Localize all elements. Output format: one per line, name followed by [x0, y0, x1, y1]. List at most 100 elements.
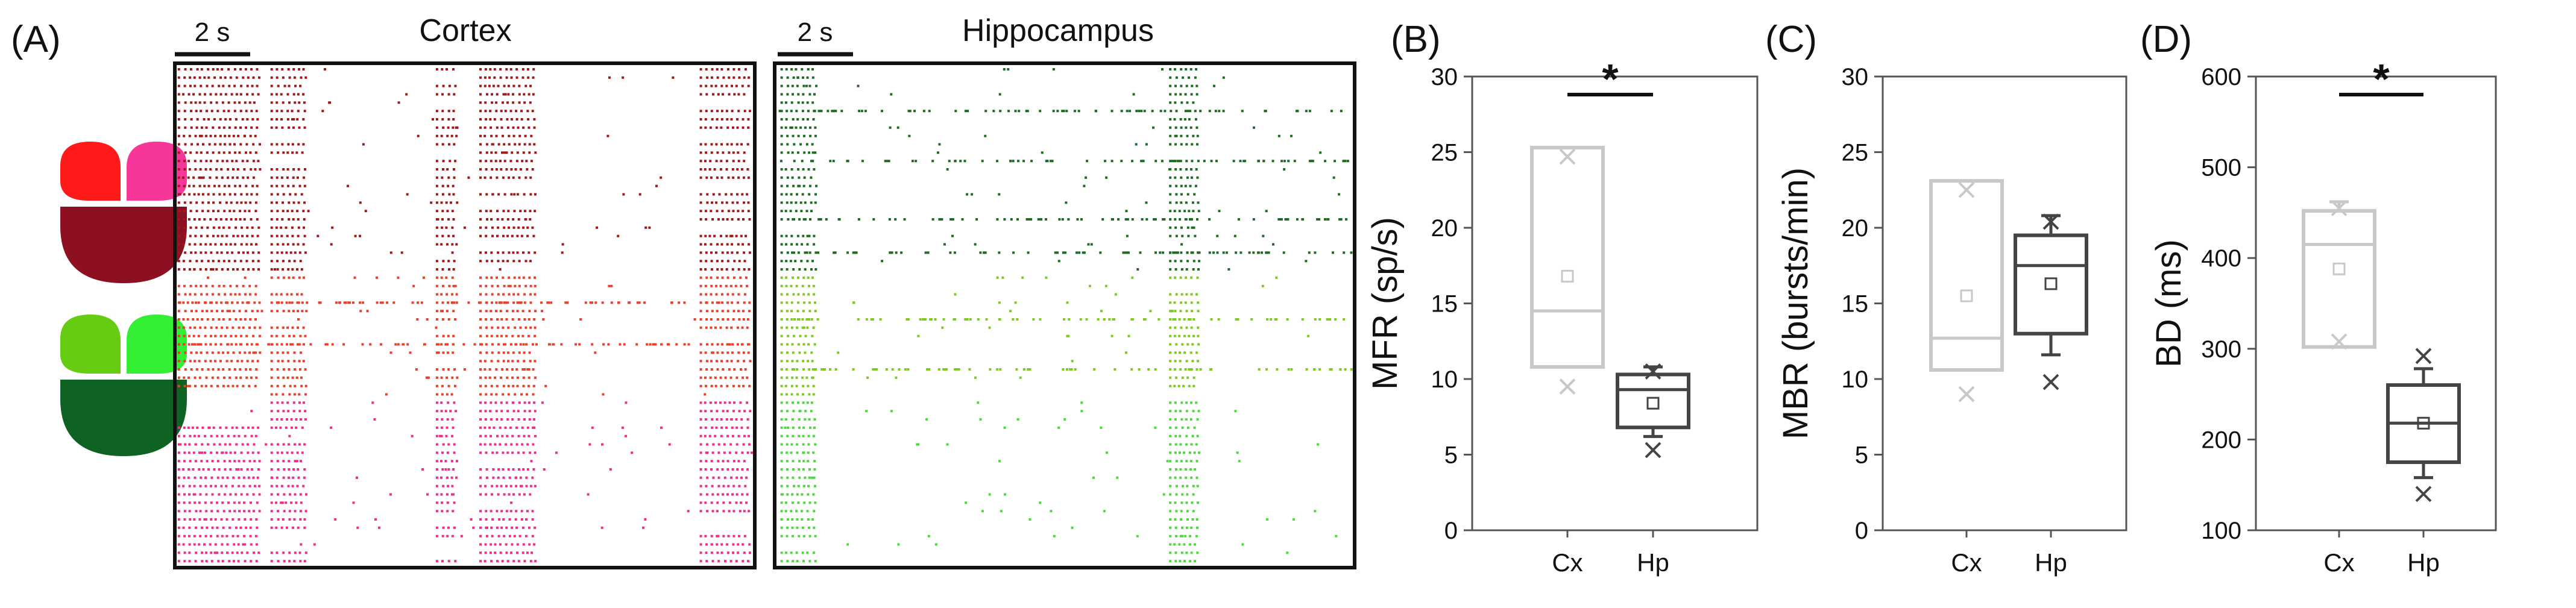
raster-row — [177, 476, 748, 479]
raster-row — [780, 468, 1197, 471]
raster-row — [177, 193, 749, 196]
raster-row — [177, 534, 746, 537]
raster-row — [780, 318, 1346, 321]
raster-row — [177, 376, 749, 379]
raster-row — [780, 343, 1200, 346]
raster-row — [177, 251, 751, 254]
extreme-marker — [1958, 386, 1975, 403]
box-iqr — [1530, 145, 1605, 369]
raster-row — [780, 384, 1195, 387]
raster-row — [270, 393, 707, 396]
x-tick-label: Cx — [2323, 548, 2354, 577]
mfr-boxplot: 0 5 10 15 20 25 30 MFR (sp/s) Cx Hp * — [1365, 55, 1759, 577]
box-cx — [2302, 199, 2376, 350]
raster-row — [177, 543, 751, 546]
cortex-raster-title: Cortex — [419, 13, 511, 48]
y-tick-label: 5 — [1444, 442, 1458, 469]
mean-marker — [2044, 277, 2058, 290]
raster-row — [177, 293, 746, 296]
box-iqr — [2302, 208, 2376, 349]
raster-row — [780, 184, 1197, 187]
x-tick-label: Cx — [1951, 548, 1982, 577]
raster-row — [780, 68, 1198, 71]
raster-row — [177, 160, 746, 163]
box-iqr — [1929, 179, 2004, 372]
y-tick-label: 25 — [1431, 140, 1458, 166]
raster-row — [177, 151, 746, 154]
raster-row — [780, 476, 1198, 479]
y-tick-label: 400 — [2201, 245, 2241, 272]
y-tick-label: 15 — [1431, 291, 1458, 318]
raster-row — [177, 176, 750, 179]
raster-row — [780, 334, 1310, 337]
raster-row — [207, 276, 748, 279]
raster-row — [780, 526, 1198, 529]
raster-row — [780, 493, 1195, 496]
y-tick-label: 10 — [1431, 366, 1458, 393]
raster-row — [177, 168, 749, 171]
raster-row — [177, 134, 609, 137]
raster-row — [780, 284, 1264, 287]
y-tick-label: 0 — [1855, 518, 1868, 544]
box-hp — [2014, 213, 2088, 390]
extreme-marker — [1559, 378, 1576, 395]
raster-row — [177, 451, 753, 454]
mean-marker — [1960, 289, 1973, 302]
raster-row — [846, 543, 1244, 546]
raster-row — [177, 126, 750, 129]
mbr-boxplot: 0 5 10 15 20 25 30 MBR (bursts/min) Cx Hp — [1776, 64, 2127, 577]
raster-row — [177, 226, 651, 229]
x-tick-label: Hp — [1637, 548, 1669, 577]
raster-row — [780, 201, 1200, 204]
raster-row — [780, 360, 1199, 363]
raster-row — [780, 168, 1286, 171]
extreme-marker — [2042, 213, 2059, 230]
y-axis-label: BD (ms) — [2149, 239, 2188, 368]
raster-row — [780, 101, 1195, 104]
extreme-marker — [2042, 374, 2059, 390]
y-tick-label: 300 — [2201, 336, 2241, 363]
raster-row — [780, 484, 1199, 487]
raster-row — [177, 218, 751, 221]
mean-marker — [1561, 269, 1574, 283]
hippocampus-spike-dots — [778, 68, 1353, 563]
raster-row — [780, 134, 1293, 137]
raster-row — [779, 160, 1349, 163]
extreme-marker — [2331, 333, 2348, 350]
raster-row — [780, 301, 1200, 304]
significance-star: * — [2373, 55, 2390, 102]
y-tick-label: 600 — [2201, 64, 2241, 90]
hippocampus-raster-plot: 2 s Hippocampus — [773, 13, 1356, 569]
panel-label-b: (B) — [1391, 19, 1441, 60]
raster-row — [780, 451, 1239, 454]
y-tick-label: 5 — [1855, 442, 1868, 469]
raster-row — [177, 560, 749, 563]
y-tick-label: 500 — [2201, 155, 2241, 181]
raster-row — [780, 84, 1215, 87]
box-cx — [1929, 179, 2004, 403]
raster-row — [177, 518, 647, 521]
hippocampus-region-icon — [60, 315, 187, 456]
raster-row — [177, 551, 751, 554]
raster-row — [177, 493, 749, 496]
raster-row — [177, 468, 749, 471]
raster-row — [177, 210, 750, 213]
raster-row — [780, 560, 1197, 563]
cortex-icon-right-lobe — [127, 142, 187, 201]
raster-row — [780, 310, 1200, 313]
raster-row — [177, 268, 751, 271]
extreme-marker — [2415, 486, 2432, 503]
mean-marker — [2417, 416, 2430, 430]
raster-row — [177, 510, 751, 513]
raster-row — [778, 110, 1343, 113]
raster-row — [780, 118, 1197, 121]
raster-row — [177, 93, 746, 96]
extreme-marker — [1958, 181, 1975, 198]
raster-row — [780, 426, 1196, 429]
raster-row — [270, 401, 749, 404]
cortex-icon-bottom-region — [60, 207, 187, 283]
raster-row — [780, 243, 1274, 246]
hippocampus-icon-bottom-region — [60, 380, 187, 456]
panel-label-a: (A) — [11, 19, 61, 60]
